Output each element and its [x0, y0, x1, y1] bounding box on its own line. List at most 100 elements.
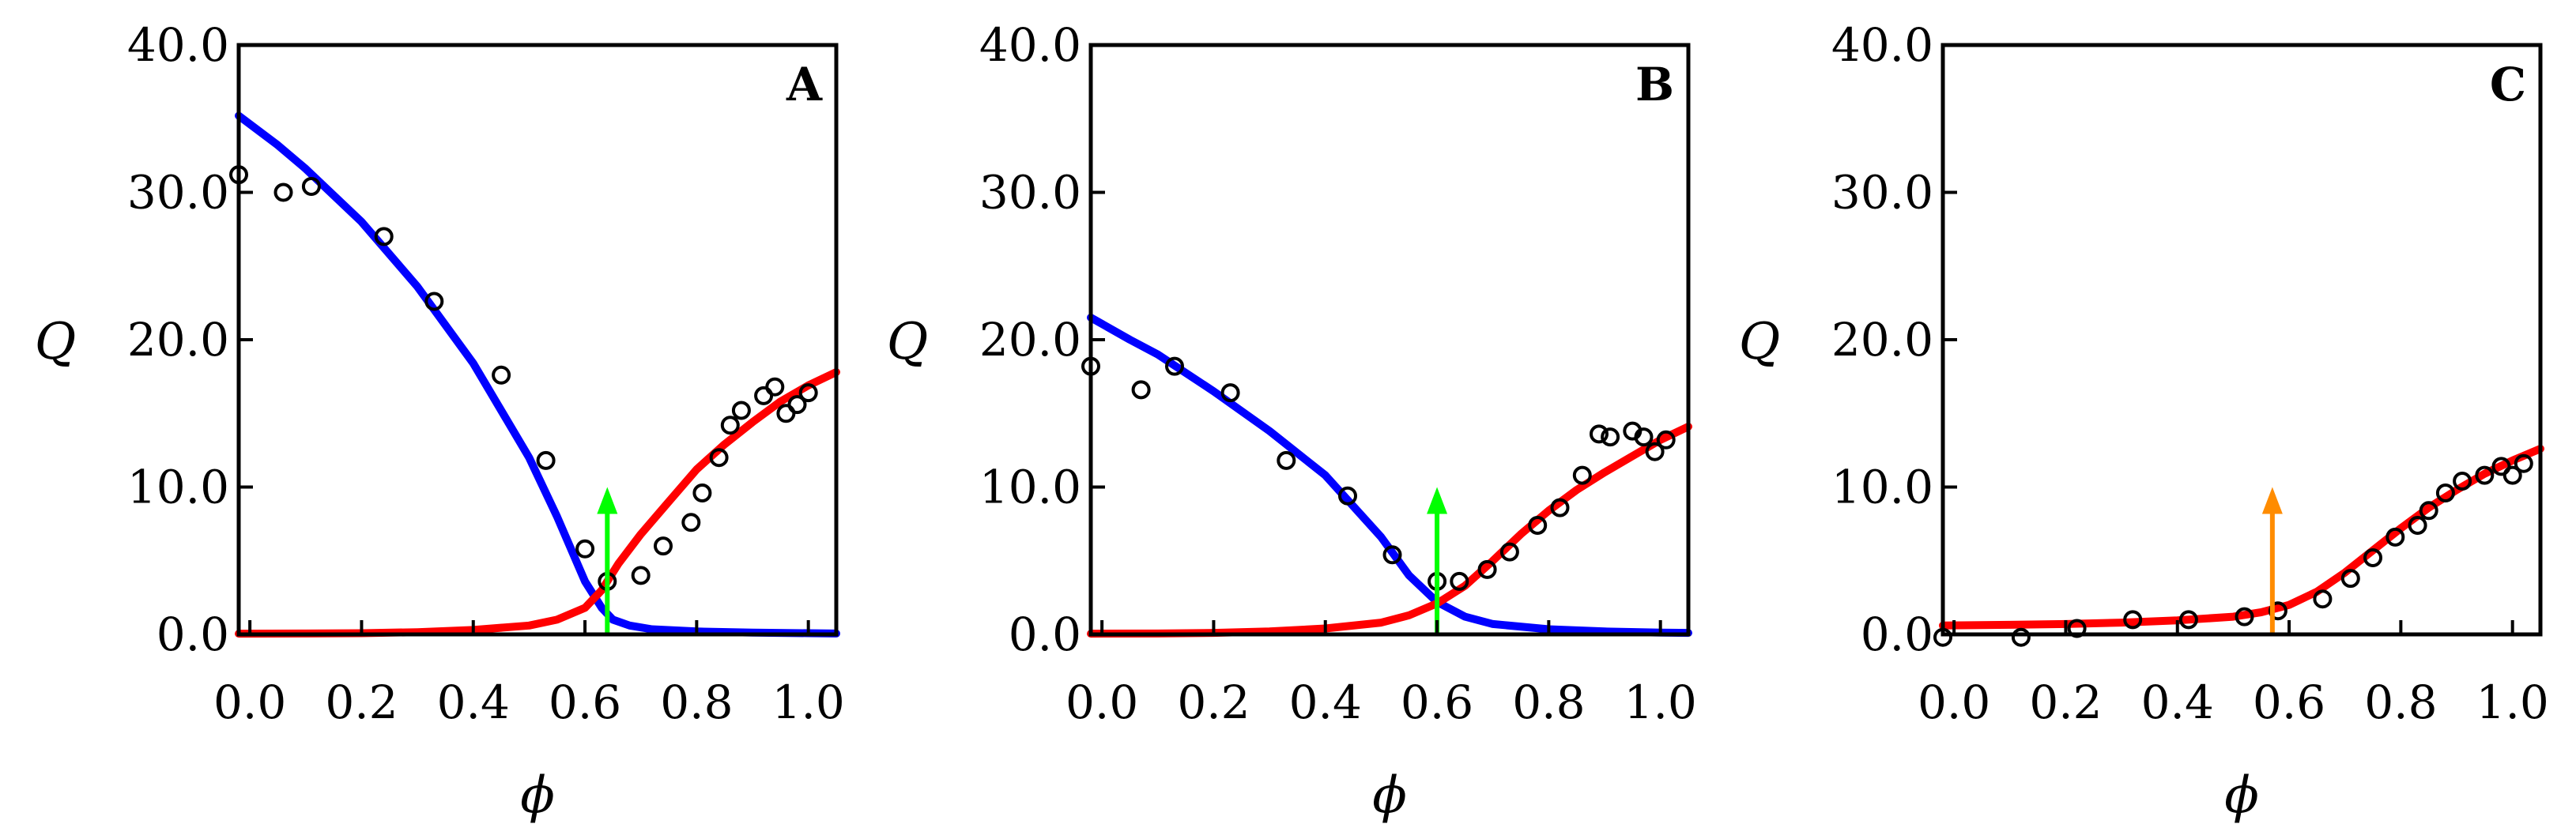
data-point	[2514, 453, 2533, 473]
series-line-1	[1087, 314, 1692, 638]
data-point	[709, 448, 729, 468]
series-line-2	[235, 368, 840, 638]
x-tick-label: 0.2	[325, 675, 398, 729]
data-point	[1590, 424, 1609, 444]
data-point	[1528, 516, 1548, 535]
x-axis-label: ϕ	[520, 766, 555, 825]
data-point	[1656, 430, 1676, 450]
data-point	[1382, 545, 1402, 565]
data-point	[1499, 542, 1519, 562]
data-point	[1572, 465, 1592, 485]
data-point	[731, 401, 751, 420]
data-point	[2313, 589, 2333, 609]
data-point	[1634, 427, 1654, 447]
y-tick-label: 10.0	[127, 461, 229, 514]
panel-label: B	[1635, 58, 1674, 111]
data-point	[2011, 627, 2031, 647]
x-axis-label: ϕ	[1372, 766, 1407, 825]
data-point	[1220, 383, 1240, 403]
y-axis-label: Q	[887, 313, 928, 371]
panel-label: A	[786, 58, 823, 111]
data-point	[2408, 516, 2427, 535]
x-tick-label: 0.0	[1918, 675, 1990, 729]
data-point	[1450, 571, 1469, 591]
threshold-arrow-head	[2261, 487, 2283, 514]
x-tick-label: 0.6	[2253, 675, 2325, 729]
data-point	[575, 539, 595, 559]
y-tick-label: 20.0	[979, 313, 1081, 367]
x-tick-label: 0.2	[1177, 675, 1250, 729]
x-tick-label: 0.6	[549, 675, 621, 729]
data-point	[1645, 442, 1665, 461]
data-point	[2386, 527, 2405, 547]
x-tick-label: 0.0	[213, 675, 286, 729]
panel-b: 0.0 10.0 20.0 30.0 40.0 0.0 0.2 0.4 0.6 0.8 1.0 Qϕ B	[887, 18, 1697, 825]
y-tick-label: 30.0	[127, 166, 229, 220]
data-point	[798, 383, 818, 403]
y-tick-label: 30.0	[979, 166, 1081, 220]
data-point	[424, 292, 444, 311]
data-point	[2453, 472, 2472, 491]
data-point	[1165, 356, 1184, 376]
data-point	[2419, 501, 2438, 521]
data-point	[720, 416, 740, 435]
panel-a: 0.0 10.0 20.0 30.0 40.0 0.0 0.2 0.4 0.6 0.8 1.0 Qϕ A	[35, 18, 845, 825]
x-tick-label: 1.0	[1624, 675, 1697, 729]
y-tick-label: 0.0	[157, 608, 229, 661]
x-tick-label: 0.8	[1512, 675, 1585, 729]
y-axis-label: Q	[1739, 313, 1780, 371]
data-point	[765, 377, 785, 397]
data-point	[2178, 610, 2198, 630]
data-point	[1550, 498, 1570, 517]
plot-frame	[1940, 43, 2543, 637]
x-tick-label: 1.0	[772, 675, 845, 729]
panel-label: C	[2490, 58, 2526, 111]
x-tick-label: 0.8	[2364, 675, 2437, 729]
x-tick-label: 0.4	[1289, 675, 1362, 729]
data-point	[1131, 380, 1151, 400]
x-axis-label: ϕ	[2224, 766, 2259, 825]
data-point	[1477, 559, 1497, 579]
x-tick-label: 0.4	[2141, 675, 2214, 729]
data-point	[787, 395, 807, 415]
data-point	[374, 227, 394, 246]
y-tick-label: 10.0	[979, 461, 1081, 514]
y-tick-label: 10.0	[1831, 461, 1933, 514]
y-tick-label: 40.0	[979, 18, 1081, 72]
data-point	[273, 182, 293, 202]
data-point	[492, 365, 511, 385]
x-tick-label: 0.8	[660, 675, 733, 729]
panel-c: 0.0 10.0 20.0 30.0 40.0 0.0 0.2 0.4 0.6 0.8 1.0 Qϕ C	[1739, 18, 2549, 825]
y-tick-label: 20.0	[127, 313, 229, 367]
y-axis-label: Q	[35, 313, 76, 371]
data-point	[654, 536, 673, 556]
y-tick-label: 30.0	[1831, 166, 1933, 220]
x-tick-label: 0.4	[437, 675, 510, 729]
y-tick-label: 40.0	[1831, 18, 1933, 72]
data-point	[536, 450, 556, 470]
plot-frame	[236, 43, 839, 637]
x-tick-label: 0.6	[1401, 675, 1473, 729]
data-point	[631, 566, 651, 585]
data-point	[2435, 483, 2455, 502]
data-point	[2235, 607, 2254, 626]
threshold-arrow-head	[1427, 487, 1448, 514]
series-line-2	[1087, 423, 1692, 638]
x-tick-label: 0.2	[2029, 675, 2102, 729]
x-tick-label: 0.0	[1065, 675, 1138, 729]
y-tick-label: 0.0	[1009, 608, 1081, 661]
y-tick-label: 0.0	[1861, 608, 1933, 661]
series-line-1	[1939, 445, 2544, 630]
x-tick-label: 1.0	[2476, 675, 2549, 729]
data-point	[2340, 569, 2360, 589]
threshold-arrow-head	[597, 487, 618, 514]
data-point	[1338, 486, 1357, 506]
data-point	[301, 177, 321, 196]
data-point	[2363, 548, 2382, 567]
y-tick-label: 40.0	[127, 18, 229, 72]
y-tick-label: 20.0	[1831, 313, 1933, 367]
data-point	[1601, 427, 1620, 447]
data-point	[1277, 450, 1296, 470]
series-line-1	[235, 111, 840, 638]
